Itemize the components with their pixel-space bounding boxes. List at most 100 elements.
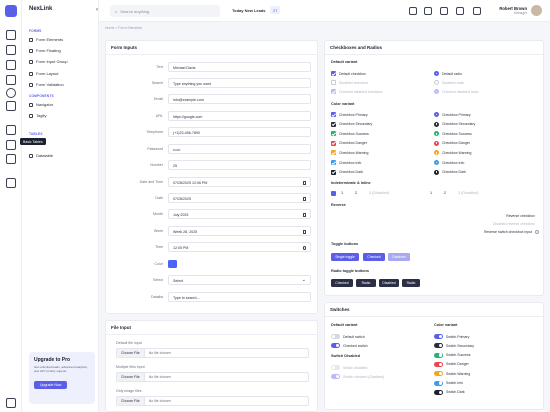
color-checkbox[interactable]: Checkbox Info: [331, 159, 361, 166]
notifications-icon[interactable]: [440, 7, 448, 15]
email-field[interactable]: info@example.com: [168, 94, 311, 104]
color-checkbox[interactable]: Checkbox Success: [331, 130, 369, 137]
date-value: 07/28/2025: [173, 197, 191, 201]
color-switch[interactable]: Switch Danger: [434, 361, 469, 368]
inline-option[interactable]: 2: [355, 191, 358, 195]
reverse-label: Reverse: [331, 203, 346, 207]
color-picker[interactable]: [168, 260, 177, 268]
choose-file-button[interactable]: Choose File: [117, 373, 145, 381]
calendar-icon[interactable]: [302, 213, 306, 217]
color-checkbox[interactable]: Checkbox Primary: [331, 111, 368, 118]
indeterminate-checkbox[interactable]: [331, 190, 339, 197]
month-field[interactable]: July 2025: [168, 209, 311, 219]
fullscreen-icon[interactable]: [456, 7, 464, 15]
switches-card: Switches Default variant Default switch …: [324, 302, 544, 410]
default-switch[interactable]: Default switch: [331, 333, 365, 340]
number-field[interactable]: 25: [168, 160, 311, 170]
sidebar-item-datatable[interactable]: Datatable: [29, 152, 53, 159]
text-input[interactable]: Michael Davis: [168, 62, 311, 72]
avatar[interactable]: [531, 5, 542, 16]
switch-disabled-label: Switch Disabled: [331, 354, 361, 358]
select-dropdown[interactable]: Select ⌄: [168, 275, 311, 285]
collapse-chevron-icon[interactable]: ‹: [96, 7, 98, 13]
multiple-file-input[interactable]: Choose File No file chosen: [116, 372, 309, 382]
password-field[interactable]: ••••••: [168, 144, 311, 154]
home-icon[interactable]: [6, 30, 16, 40]
radio-label: Checkbox Success: [442, 131, 472, 136]
sidebar-item-tagify[interactable]: Tagify: [29, 112, 46, 119]
calendar-icon[interactable]: [302, 197, 306, 201]
time-field[interactable]: 12:05 PM: [168, 242, 311, 252]
search-field[interactable]: Type anything you want: [168, 78, 311, 88]
color-radio[interactable]: Checkbox Warning: [434, 149, 471, 156]
forms-icon[interactable]: [6, 125, 16, 135]
color-radio[interactable]: Checkbox Dark: [434, 169, 466, 176]
logout-icon[interactable]: [6, 398, 16, 408]
radio-toggle-option[interactable]: Radio: [402, 279, 420, 287]
date-field[interactable]: 07/28/2025: [168, 193, 311, 203]
default-file-input[interactable]: Choose File No file chosen: [116, 348, 309, 358]
color-checkbox[interactable]: Checkbox Dark: [331, 169, 363, 176]
color-radio[interactable]: Checkbox Success: [434, 130, 472, 137]
color-switch[interactable]: Switch Success: [434, 352, 471, 359]
mail-icon[interactable]: [6, 75, 16, 85]
color-switch[interactable]: Switch Info: [434, 380, 463, 387]
choose-file-button[interactable]: Choose File: [117, 349, 145, 357]
inline-option[interactable]: 1: [430, 191, 433, 195]
color-radio[interactable]: Checkbox Secondary: [434, 121, 475, 128]
calendar-icon[interactable]: [302, 181, 306, 185]
search-input[interactable]: ⌕ Search anything: [110, 5, 220, 17]
default-checkbox[interactable]: Default checkbox: [331, 70, 366, 77]
single-toggle-button[interactable]: Single toggle: [331, 253, 359, 261]
tables-icon[interactable]: [6, 140, 16, 150]
sidebar-item-form-validation[interactable]: Form Validation: [29, 81, 64, 88]
app-logo-icon[interactable]: [5, 5, 17, 17]
upgrade-button[interactable]: Upgrade Now: [34, 381, 68, 390]
choose-file-button[interactable]: Choose File: [117, 397, 145, 405]
url-field[interactable]: https://google.com: [168, 111, 311, 121]
color-checkbox[interactable]: Checkbox Secondary: [331, 121, 372, 128]
telephone-field[interactable]: (+1)23-456-7890: [168, 127, 311, 137]
color-switch[interactable]: Switch Warning: [434, 370, 470, 377]
image-file-input[interactable]: Choose File No file chosen: [116, 396, 309, 406]
reverse-switch[interactable]: Reverse switch checkbox input: [484, 228, 539, 235]
color-radio[interactable]: Checkbox Danger: [434, 140, 470, 147]
settings-icon[interactable]: [473, 7, 481, 15]
sidebar-item-form-layout[interactable]: Form Layout: [29, 70, 58, 77]
color-switch[interactable]: Switch Primary: [434, 333, 469, 340]
checked-toggle-button[interactable]: Checked: [363, 253, 385, 261]
week-field[interactable]: Week 28, 2025: [168, 226, 311, 236]
disabled-reverse-checkbox: Disabled reverse checkbox: [493, 220, 535, 227]
cart-icon[interactable]: [6, 101, 16, 111]
theme-icon[interactable]: [409, 7, 417, 15]
language-icon[interactable]: [424, 7, 432, 15]
support-icon[interactable]: [6, 88, 16, 98]
reverse-checkbox[interactable]: Reverse checkbox: [506, 212, 535, 219]
calendar-icon[interactable]: [302, 230, 306, 234]
inline-option[interactable]: 2: [444, 191, 447, 195]
switch-track: [434, 389, 443, 395]
apps-icon[interactable]: [6, 45, 16, 55]
color-switch[interactable]: Switch Dark: [434, 389, 465, 396]
default-radio[interactable]: Default radio: [434, 70, 462, 77]
radio-toggle-option[interactable]: Radio: [356, 279, 376, 287]
sidebar-item-form-elements[interactable]: Form Elements: [29, 36, 63, 43]
clock-icon[interactable]: [302, 246, 306, 250]
sidebar-item-form-input-group[interactable]: Form Input Group: [29, 58, 68, 65]
datetime-field[interactable]: 07/28/2025 12:06 PM: [168, 177, 311, 187]
color-radio[interactable]: Checkbox Primary: [434, 111, 471, 118]
checked-switch[interactable]: Checked switch: [331, 342, 368, 349]
color-switch[interactable]: Switch Secondary: [434, 342, 474, 349]
radio-toggle-checked[interactable]: Checked: [331, 279, 353, 287]
sidebar-item-navigator[interactable]: Navigator: [29, 101, 53, 108]
charts-icon[interactable]: [6, 154, 16, 164]
sidebar-item-form-floating[interactable]: Form Floating: [29, 47, 61, 54]
color-checkbox[interactable]: Checkbox Danger: [331, 140, 367, 147]
color-checkbox[interactable]: Checkbox Warning: [331, 149, 368, 156]
color-radio[interactable]: Checkbox Info: [434, 159, 464, 166]
datalist-input[interactable]: Type to search...: [168, 292, 311, 302]
radio-label: Checkbox Secondary: [442, 122, 476, 127]
layers-icon[interactable]: [6, 60, 16, 70]
plus-icon[interactable]: [6, 178, 16, 188]
inline-option[interactable]: 1: [341, 191, 344, 195]
